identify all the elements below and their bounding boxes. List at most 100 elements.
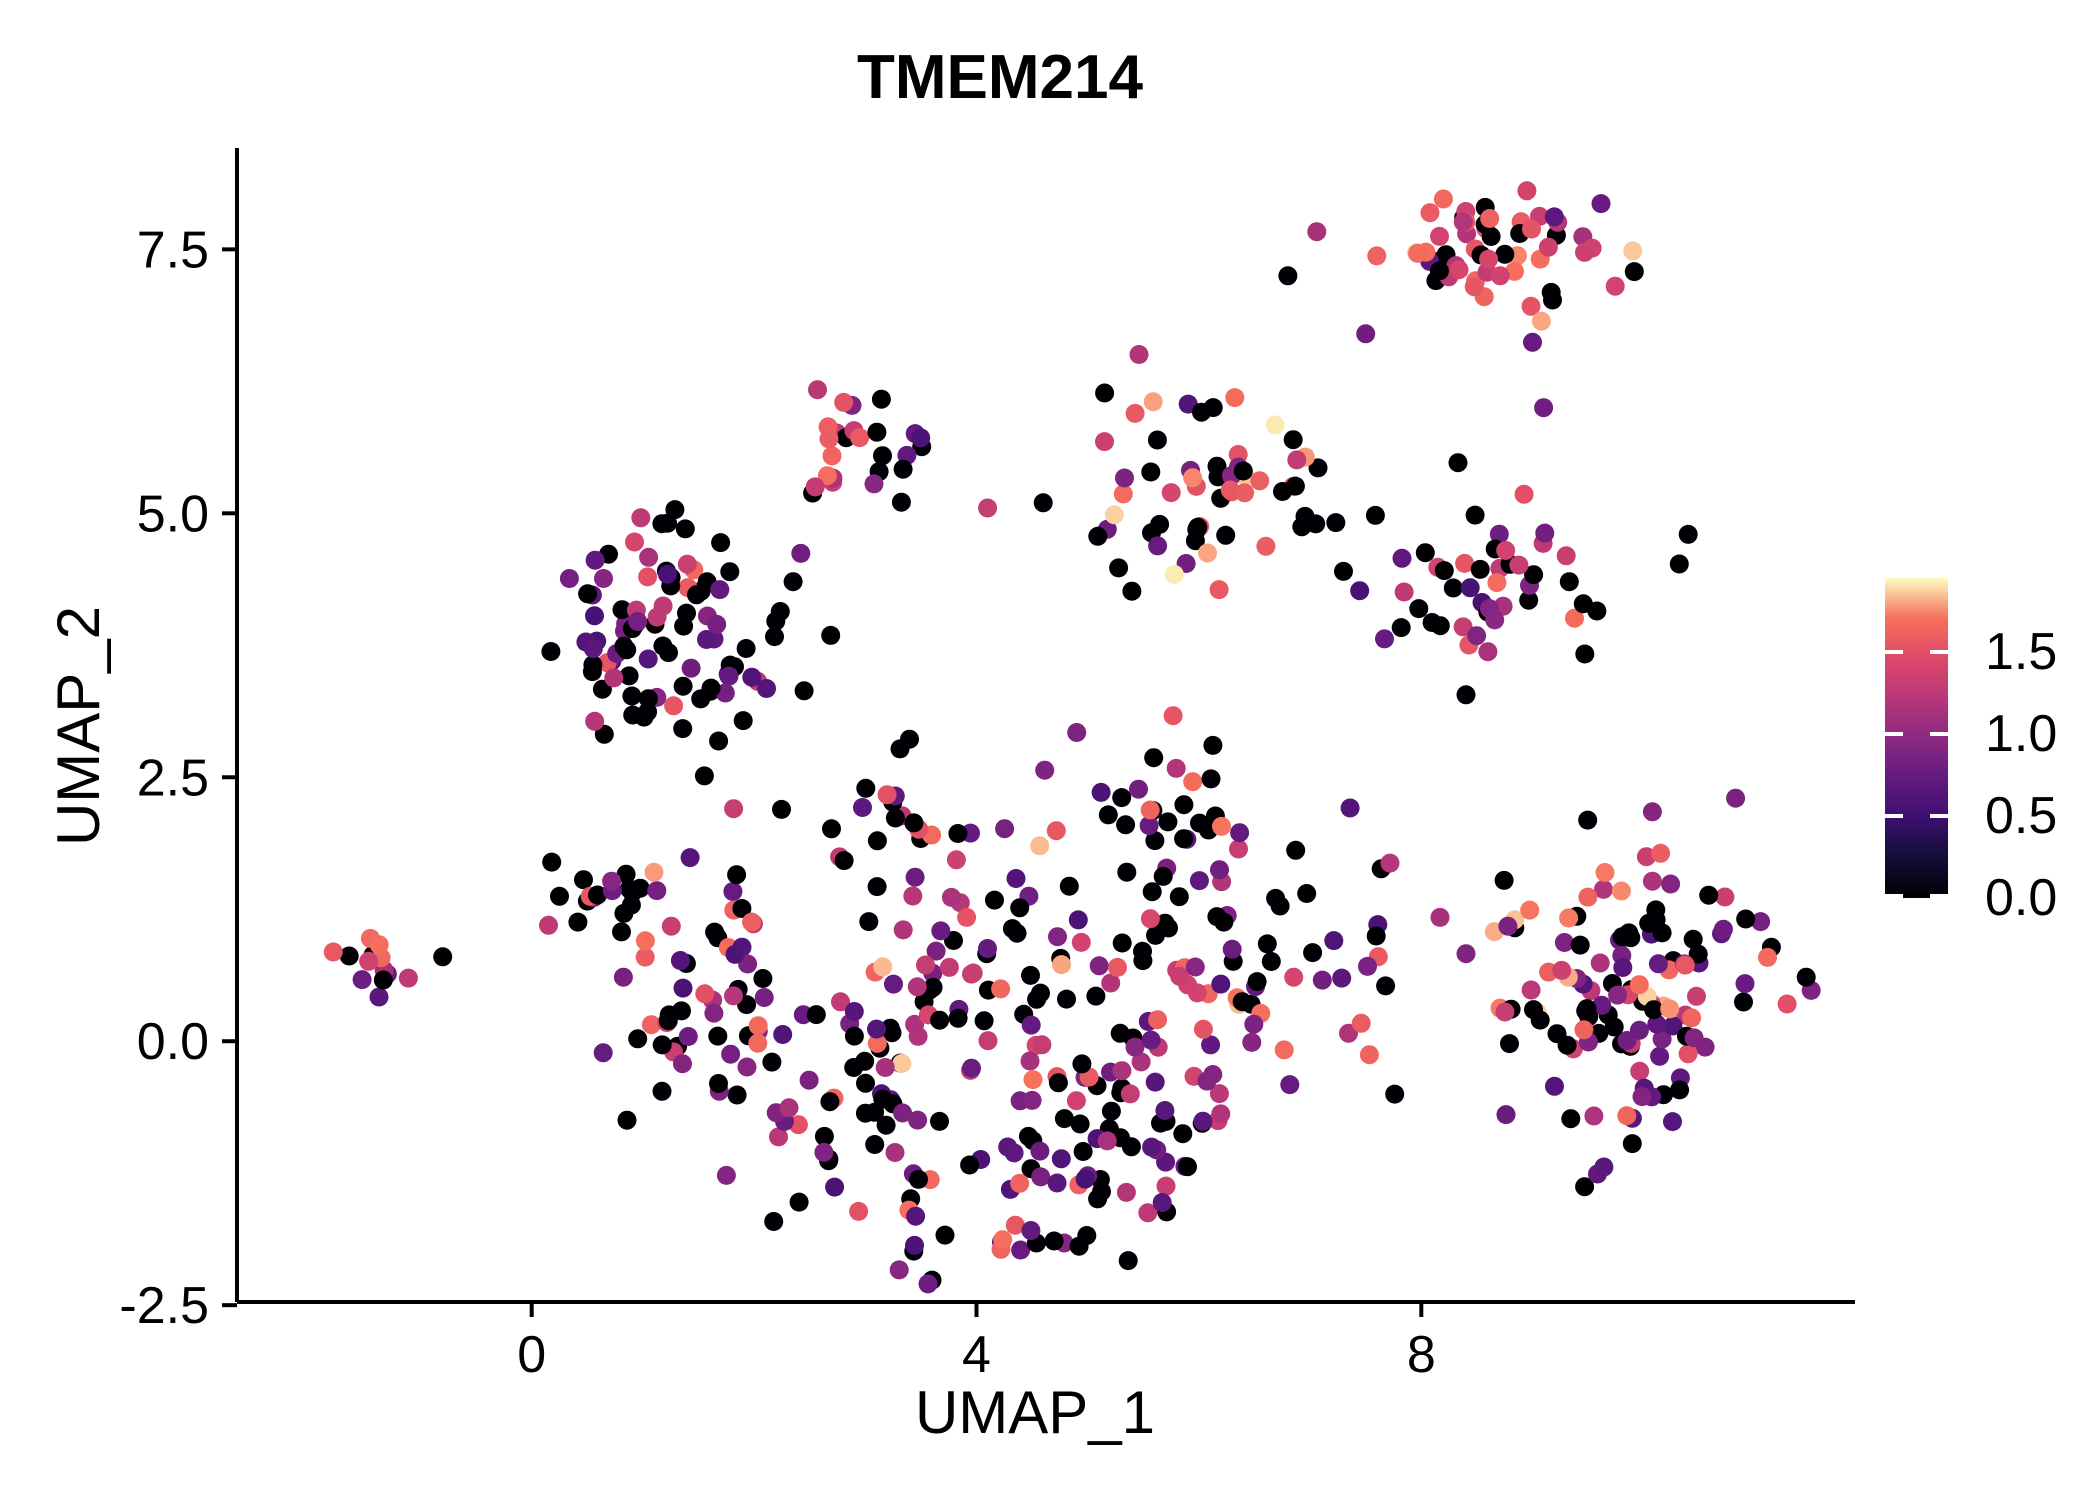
data-point <box>1250 471 1270 491</box>
data-point <box>1334 561 1353 581</box>
legend-tick-label: 1.5 <box>1985 622 2058 681</box>
data-point <box>819 429 839 449</box>
data-point <box>1565 608 1584 628</box>
data-point <box>1434 561 1454 581</box>
data-point <box>574 870 593 890</box>
data-point <box>849 1201 869 1221</box>
colorbar-tick-mark <box>1930 894 1948 898</box>
data-point <box>539 915 558 935</box>
data-point <box>1594 879 1613 899</box>
data-point <box>1678 524 1698 544</box>
data-point <box>1367 246 1387 266</box>
data-point <box>1286 840 1306 860</box>
data-point <box>1073 1142 1093 1161</box>
data-point <box>612 600 632 620</box>
data-point <box>619 666 639 686</box>
x-tick-label: 4 <box>962 1326 991 1384</box>
data-point <box>1095 383 1115 403</box>
data-point <box>1031 1167 1051 1187</box>
data-point <box>1092 1182 1111 1201</box>
data-point <box>352 970 372 990</box>
data-point <box>1283 430 1303 450</box>
data-point <box>1059 876 1079 896</box>
data-point <box>1020 1051 1040 1071</box>
data-point <box>909 1169 928 1189</box>
data-point <box>1030 1141 1050 1161</box>
data-point <box>985 890 1004 910</box>
data-point <box>1210 860 1229 880</box>
data-point <box>1394 582 1414 602</box>
data-point <box>1174 829 1194 849</box>
axes: 0 4 8 -2.5 0.0 2.5 5.0 7.5 <box>119 148 1855 1384</box>
colorbar-tick-mark <box>1930 649 1948 654</box>
data-point <box>612 922 631 942</box>
data-point <box>1617 1106 1637 1126</box>
data-point <box>1522 219 1541 239</box>
data-point <box>1308 458 1328 478</box>
data-point <box>1112 788 1132 808</box>
data-point <box>1496 541 1516 560</box>
data-point <box>1118 1251 1138 1271</box>
data-point <box>856 778 876 798</box>
data-point <box>585 606 604 626</box>
data-point <box>1453 617 1473 637</box>
data-point <box>1209 580 1229 600</box>
data-point <box>724 986 743 1006</box>
data-point <box>817 466 837 486</box>
data-point <box>1460 578 1480 598</box>
data-point <box>1613 958 1633 977</box>
data-point <box>1523 332 1542 352</box>
data-point <box>1129 345 1149 364</box>
data-point <box>719 666 739 686</box>
data-point <box>732 899 752 918</box>
data-point <box>877 785 897 805</box>
data-point <box>1145 1072 1165 1092</box>
data-point <box>1022 1090 1042 1110</box>
data-point <box>1577 999 1597 1019</box>
data-point <box>941 887 961 907</box>
data-point <box>1683 929 1703 949</box>
data-point <box>893 920 913 940</box>
data-point <box>733 711 753 731</box>
data-point <box>1141 1030 1161 1050</box>
data-point <box>701 678 721 698</box>
data-point <box>1644 1000 1664 1020</box>
data-point <box>1481 227 1501 246</box>
data-point <box>617 1110 637 1130</box>
data-point <box>1592 995 1612 1015</box>
data-point <box>622 883 642 903</box>
data-point <box>1480 209 1500 228</box>
data-point <box>1636 847 1656 867</box>
data-point <box>1409 599 1429 619</box>
data-point <box>885 808 905 828</box>
data-point <box>657 564 677 584</box>
data-point <box>1420 203 1440 223</box>
data-point <box>1155 1101 1175 1120</box>
data-point <box>568 912 588 932</box>
data-point <box>694 766 714 786</box>
data-point <box>892 1054 912 1073</box>
data-point <box>1684 1028 1704 1048</box>
data-point <box>1089 956 1109 976</box>
data-point <box>1715 887 1735 907</box>
data-point <box>1033 493 1053 513</box>
data-point <box>1287 450 1307 470</box>
data-point <box>687 585 706 605</box>
data-point <box>948 1008 968 1028</box>
data-point <box>905 1235 924 1255</box>
y-tick-label: -2.5 <box>119 1277 209 1335</box>
expression-colorbar-legend: 1.5 1.0 0.5 0.0 <box>1885 578 2100 925</box>
data-point <box>893 459 913 479</box>
data-point <box>1031 983 1050 1003</box>
data-point <box>1211 1104 1231 1124</box>
data-point <box>779 1098 799 1118</box>
data-point <box>1163 706 1183 726</box>
data-point <box>1467 626 1487 646</box>
data-point <box>681 658 701 678</box>
data-point <box>1125 403 1145 423</box>
data-point <box>1222 939 1242 959</box>
data-point <box>1211 974 1231 994</box>
data-point <box>871 389 891 409</box>
data-point <box>1274 1040 1294 1060</box>
data-point <box>993 1230 1013 1250</box>
